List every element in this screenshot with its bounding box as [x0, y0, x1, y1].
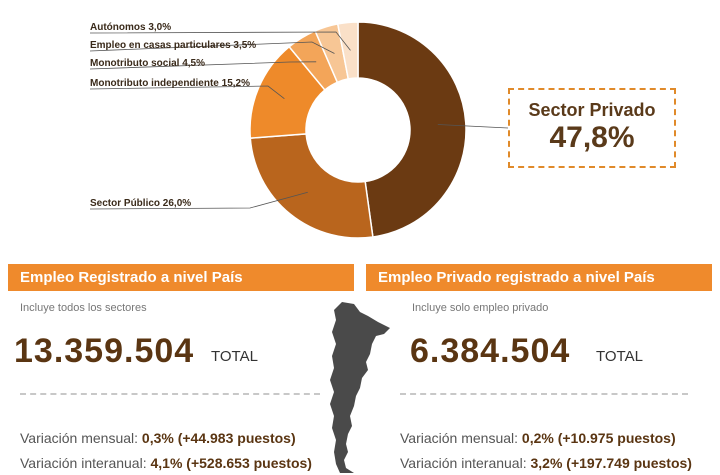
left-divider [20, 393, 320, 395]
slice-label: Monotributo social 4,5% [90, 58, 205, 69]
left-subtitle: Incluye todos los sectores [20, 302, 147, 314]
donut-chart: Sector Público 26,0% Monotributo independ… [89, 21, 509, 239]
slice-label: Empleo en casas particulares 3,5% [90, 40, 256, 51]
slice-label: Monotributo independiente 15,2% [90, 78, 250, 89]
left-monthly-variation: Variación mensual: 0,3% (+44.983 puestos… [20, 430, 296, 446]
leader-line [89, 31, 351, 51]
left-monthly-label: Variación mensual: [20, 430, 139, 446]
left-annual-label: Variación interanual: [20, 455, 147, 471]
right-panel-header: Empleo Privado registrado a nivel País [366, 264, 712, 291]
left-total-label: TOTAL [211, 348, 258, 365]
right-total-label: TOTAL [596, 348, 643, 365]
right-total-value: 6.384.504 [410, 332, 571, 370]
right-annual-value: 3,2% (+197.749 puestos) [530, 455, 692, 471]
right-annual-label: Variación interanual: [400, 455, 527, 471]
argentina-map-icon [330, 302, 390, 473]
slice-sector-p-blico [249, 133, 374, 239]
left-annual-variation: Variación interanual: 4,1% (+528.653 pue… [20, 455, 312, 471]
left-total-value: 13.359.504 [14, 332, 195, 370]
slice-aut-nomos [336, 21, 359, 80]
slice-sector-privado [357, 21, 467, 238]
callout-title: Sector Privado [528, 100, 656, 120]
slice-label: Autónomos 3,0% [90, 22, 171, 33]
left-monthly-value: 0,3% (+44.983 puestos) [141, 430, 296, 446]
right-monthly-variation: Variación mensual: 0,2% (+10.975 puestos… [400, 430, 676, 446]
left-panel-header: Empleo Registrado a nivel País [8, 264, 354, 291]
right-monthly-value: 0,2% (+10.975 puestos) [521, 430, 676, 446]
callout-leader-line [437, 124, 509, 129]
leader-line [89, 41, 335, 54]
slice-label: Sector Público 26,0% [90, 198, 191, 209]
callout-value: 47,8% [549, 121, 635, 154]
right-subtitle: Incluye solo empleo privado [412, 302, 549, 314]
right-monthly-label: Variación mensual: [400, 430, 519, 446]
sector-privado-callout: Sector Privado 47,8% [508, 88, 676, 168]
right-annual-variation: Variación interanual: 3,2% (+197.749 pue… [400, 455, 692, 471]
leader-line [89, 61, 317, 70]
leader-line [89, 191, 308, 210]
left-annual-value: 4,1% (+528.653 puestos) [150, 455, 312, 471]
right-divider [400, 393, 688, 395]
leader-line [89, 85, 285, 100]
